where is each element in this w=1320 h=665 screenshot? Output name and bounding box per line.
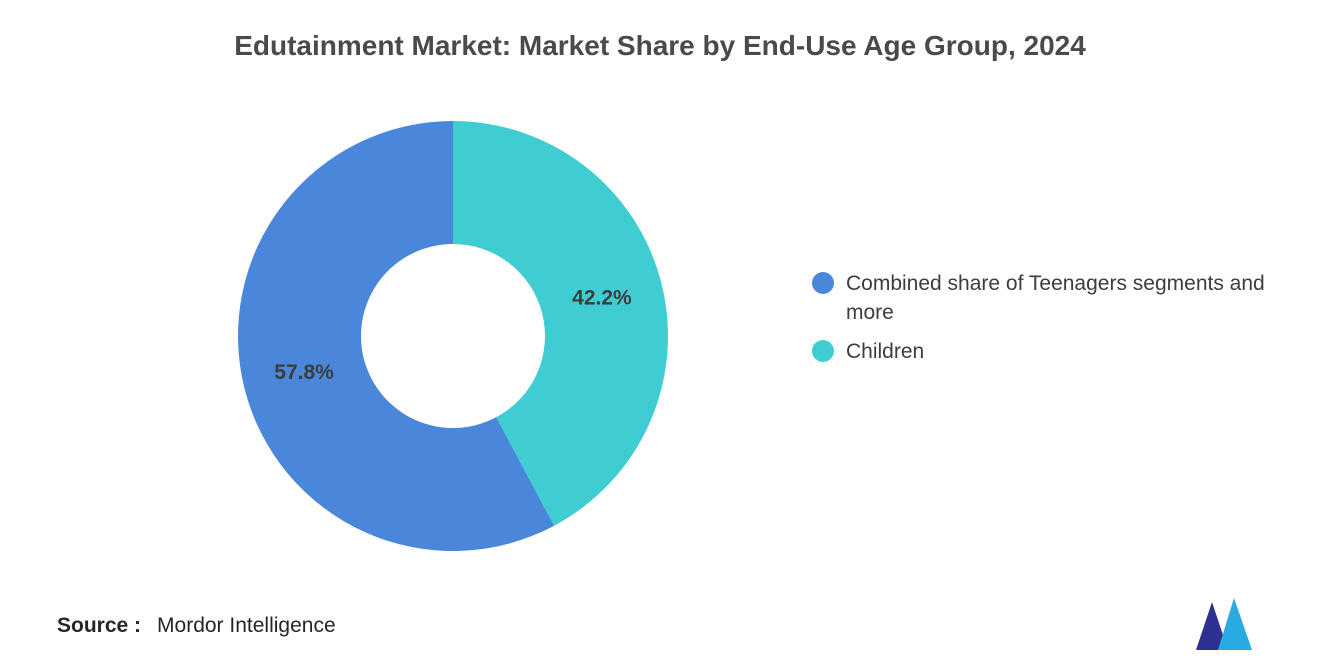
chart-title: Edutainment Market: Market Share by End-… [234, 30, 1086, 61]
legend-swatch [812, 340, 834, 362]
donut-chart: 57.8% 42.2% [238, 121, 668, 551]
legend-swatch [812, 272, 834, 294]
legend-item: Combined share of Teenagers segments and… [812, 269, 1298, 327]
donut-slice [238, 121, 555, 551]
logo-light-peak [1218, 598, 1252, 650]
legend-item: Children [812, 337, 1298, 366]
source-label: Source : [57, 614, 142, 637]
logo-dark-peak [1196, 602, 1228, 650]
legend: Combined share of Teenagers segments and… [812, 269, 1298, 366]
donut-slice [453, 121, 668, 526]
legend-label: Children [846, 340, 925, 363]
source-line: Source : Mordor Intelligence [57, 614, 336, 638]
slice-label: 57.8% [274, 361, 334, 384]
legend-label: Combined share of Teenagers segments and… [846, 272, 1265, 324]
slice-label: 42.2% [572, 286, 632, 309]
mordor-intelligence-logo [1196, 598, 1252, 650]
source-value: Mordor Intelligence [157, 614, 336, 637]
